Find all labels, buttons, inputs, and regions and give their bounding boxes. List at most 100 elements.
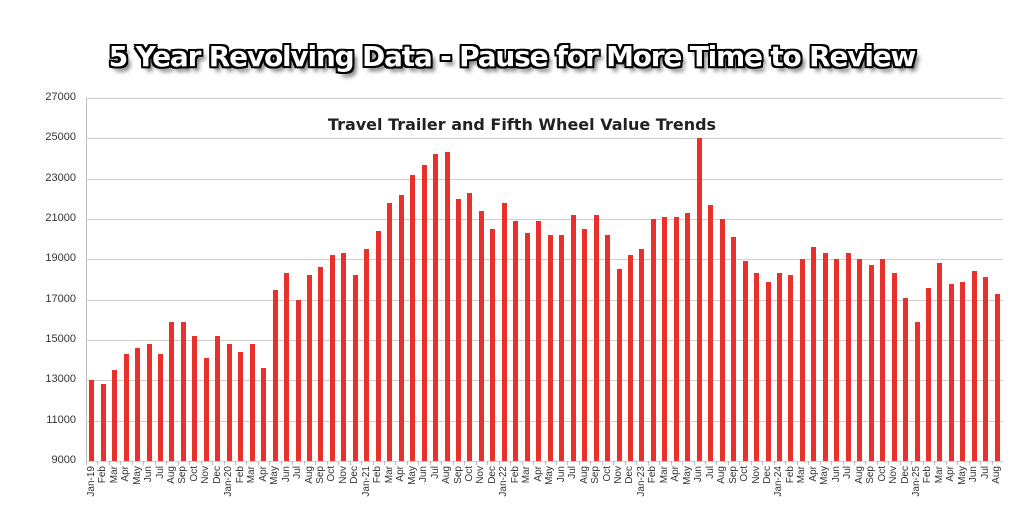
y-tick-label: 27000 <box>45 91 76 103</box>
x-tick-label: Feb <box>97 466 108 484</box>
x-tick-label: Feb <box>510 466 521 484</box>
gridline <box>86 300 1003 301</box>
x-tick-label: Nov <box>613 466 624 484</box>
y-tick-label: 9000 <box>51 454 76 466</box>
bar <box>651 219 656 461</box>
x-tick-label: Jun <box>143 466 154 483</box>
x-tick-mark <box>269 461 270 465</box>
x-tick-mark <box>831 461 832 465</box>
x-tick-mark <box>751 461 752 465</box>
bar <box>227 344 232 461</box>
bar <box>766 282 771 461</box>
bar <box>720 219 725 461</box>
bar <box>548 235 553 461</box>
x-tick-label: Jan-22 <box>498 466 509 497</box>
x-tick-mark <box>636 461 637 465</box>
bar <box>800 259 805 461</box>
x-tick-mark <box>900 461 901 465</box>
x-tick-mark <box>556 461 557 465</box>
gridline <box>86 138 1003 139</box>
bar <box>422 165 427 461</box>
x-tick-mark <box>487 461 488 465</box>
x-tick-mark <box>212 461 213 465</box>
x-tick-label: Sep <box>728 466 739 484</box>
x-tick-mark <box>86 461 87 465</box>
bar <box>513 221 518 461</box>
bar <box>467 193 472 461</box>
x-tick-label: Oct <box>602 466 613 482</box>
x-tick-mark <box>258 461 259 465</box>
bar <box>215 336 220 461</box>
x-tick-label: May <box>407 466 418 485</box>
x-tick-mark <box>728 461 729 465</box>
bar <box>926 288 931 461</box>
x-tick-label: May <box>957 466 968 485</box>
x-tick-label: Feb <box>785 466 796 484</box>
x-tick-label: Mar <box>796 466 807 484</box>
bar <box>662 217 667 461</box>
bar <box>869 265 874 461</box>
bar <box>364 249 369 461</box>
x-tick-label: Jan-24 <box>773 466 784 497</box>
x-tick-label: Sep <box>453 466 464 484</box>
bar <box>903 298 908 461</box>
x-tick-mark <box>384 461 385 465</box>
x-tick-mark <box>315 461 316 465</box>
x-tick-label: May <box>269 466 280 485</box>
bar <box>341 253 346 461</box>
x-tick-mark <box>854 461 855 465</box>
x-tick-mark <box>843 461 844 465</box>
x-tick-mark <box>441 461 442 465</box>
x-tick-label: Aug <box>854 466 865 484</box>
x-tick-mark <box>934 461 935 465</box>
x-tick-label: Dec <box>624 466 635 484</box>
bar <box>811 247 816 461</box>
x-tick-label: Oct <box>326 466 337 482</box>
bar <box>399 195 404 461</box>
x-tick-mark <box>946 461 947 465</box>
x-tick-mark <box>338 461 339 465</box>
bar <box>490 229 495 461</box>
x-tick-label: Feb <box>647 466 658 484</box>
bar <box>628 255 633 461</box>
x-tick-label: Sep <box>177 466 188 484</box>
y-tick-label: 17000 <box>45 293 76 305</box>
bar <box>674 217 679 461</box>
bar <box>559 235 564 461</box>
y-tick-label: 25000 <box>45 131 76 143</box>
bar <box>582 229 587 461</box>
bar <box>204 358 209 461</box>
bar <box>525 233 530 461</box>
x-tick-mark <box>969 461 970 465</box>
x-tick-mark <box>361 461 362 465</box>
x-tick-mark <box>407 461 408 465</box>
bar <box>456 199 461 461</box>
x-tick-mark <box>877 461 878 465</box>
y-tick-label: 19000 <box>45 252 76 264</box>
x-tick-label: Feb <box>372 466 383 484</box>
bar <box>158 354 163 461</box>
bar <box>823 253 828 461</box>
bar <box>983 277 988 461</box>
x-tick-mark <box>739 461 740 465</box>
bar <box>353 275 358 461</box>
x-tick-label: Jan-20 <box>223 466 234 497</box>
y-tick-label: 11000 <box>46 414 76 426</box>
x-tick-label: Sep <box>315 466 326 484</box>
x-tick-mark <box>613 461 614 465</box>
x-tick-label: Mar <box>934 466 945 484</box>
x-tick-mark <box>373 461 374 465</box>
x-tick-label: Jun <box>831 466 842 483</box>
x-tick-mark <box>820 461 821 465</box>
x-tick-mark <box>533 461 534 465</box>
x-tick-label: Apr <box>670 466 681 482</box>
x-tick-mark <box>281 461 282 465</box>
x-tick-label: Jun <box>418 466 429 483</box>
x-tick-label: Oct <box>739 466 750 482</box>
gridline <box>86 179 1003 180</box>
x-tick-mark <box>716 461 717 465</box>
x-tick-mark <box>97 461 98 465</box>
x-tick-mark <box>980 461 981 465</box>
x-tick-mark <box>808 461 809 465</box>
x-tick-mark <box>762 461 763 465</box>
